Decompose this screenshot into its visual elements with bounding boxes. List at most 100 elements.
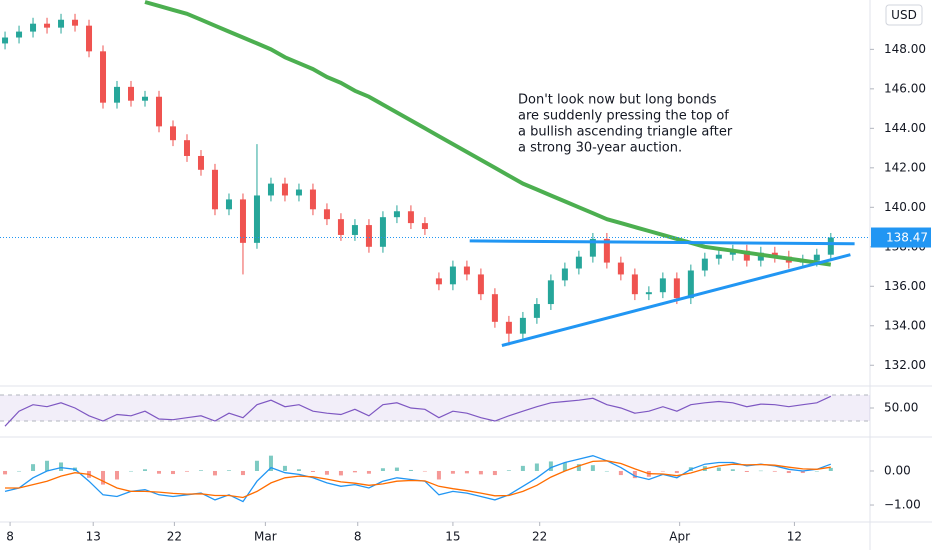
candle-body	[155, 96, 162, 127]
histogram-bar	[590, 465, 595, 471]
candle-body	[351, 225, 358, 235]
overlay-layer: Don't look now but long bonds are sudden…	[518, 4, 923, 156]
histogram-bar	[828, 467, 833, 471]
histogram-bar	[436, 470, 441, 480]
histogram-bar	[380, 468, 385, 471]
currency-box[interactable]	[885, 4, 923, 26]
x-tick-label: 8	[6, 530, 14, 544]
candle-body	[267, 183, 274, 196]
last-price-box	[871, 227, 931, 248]
x-tick-label: 13	[86, 530, 101, 544]
y-tick-label: 136.00	[884, 279, 926, 293]
candle-body	[100, 51, 107, 103]
histogram-bar	[744, 470, 749, 472]
candle-body	[491, 294, 498, 322]
candle-body	[142, 96, 148, 101]
y-tick-label: 50.00	[884, 400, 918, 414]
candle-body	[589, 238, 596, 257]
last-price-label: 138.47	[886, 231, 928, 245]
candle-body	[701, 258, 708, 271]
histogram-bar	[310, 470, 315, 472]
candle-body	[421, 223, 428, 230]
histogram-bar	[324, 470, 329, 475]
histogram-bar	[115, 470, 120, 480]
candle-body	[827, 237, 834, 255]
histogram-bar	[520, 465, 525, 471]
candle-body	[659, 278, 666, 293]
macd-line	[5, 460, 831, 499]
histogram-bar	[156, 470, 161, 474]
candle-body	[407, 211, 414, 224]
histogram-bar	[268, 455, 273, 471]
histogram-bar	[170, 470, 175, 475]
candle-body	[211, 169, 218, 210]
moving-average	[144, 0, 832, 267]
candle-body	[631, 274, 638, 295]
histogram-bar	[3, 470, 8, 475]
candle-body	[813, 254, 820, 261]
trendline	[469, 239, 855, 246]
histogram-bar	[129, 470, 134, 472]
histogram-bar	[674, 470, 679, 474]
rsi-band	[0, 395, 870, 421]
annotation-line: a strong 30-year auction.	[518, 141, 682, 156]
histogram-bar	[101, 470, 106, 485]
candle-body	[561, 268, 568, 281]
candle-body	[365, 225, 372, 247]
candle-body	[72, 19, 79, 26]
x-tick-label: 22	[532, 530, 547, 544]
histogram-bar	[338, 470, 343, 476]
annotation-line: Don't look now but long bonds	[518, 93, 717, 108]
histogram-bar	[394, 467, 399, 471]
candle-body	[393, 211, 400, 218]
annotation-line: are suddenly pressing the top of	[518, 109, 729, 124]
candle-body	[58, 19, 65, 28]
y-tick-label: 134.00	[884, 318, 926, 332]
candle-body	[183, 140, 190, 156]
candle-body	[2, 37, 9, 44]
histogram-bar	[548, 461, 553, 471]
histogram-bar	[59, 462, 64, 471]
y-tick-label: 0.00	[884, 463, 911, 477]
histogram-bar	[562, 462, 567, 471]
histogram-bar	[618, 470, 623, 476]
histogram-bar	[143, 469, 147, 471]
histogram-bar	[464, 470, 469, 474]
histogram-bar	[604, 470, 609, 472]
annotation-line: a bullish ascending triangle after	[518, 125, 733, 140]
histogram-bar	[226, 470, 231, 471]
candle-body	[197, 155, 204, 170]
histogram-bar	[730, 469, 735, 471]
x-tick-label: Apr	[669, 530, 690, 544]
x-tick-label: 12	[787, 530, 802, 544]
candle-body	[253, 195, 260, 243]
histogram-bar	[492, 470, 497, 476]
candle-body	[673, 278, 680, 299]
y-tick-label: 132.00	[884, 358, 926, 372]
candle-body	[715, 254, 722, 259]
currency-label[interactable]: USD	[891, 8, 917, 22]
y-tick-label: 142.00	[884, 160, 926, 174]
x-tick-label: 15	[445, 530, 460, 544]
candle-body	[603, 238, 610, 263]
candle-body	[743, 250, 750, 261]
candle-body	[449, 266, 456, 285]
candle-body	[617, 262, 624, 275]
trendline	[501, 253, 851, 347]
histogram-bar	[814, 470, 819, 472]
histogram-bar	[800, 470, 805, 474]
histogram-bar	[296, 469, 301, 471]
candle-body	[477, 274, 484, 295]
histogram-bar	[632, 470, 637, 479]
y-tick-label: 144.00	[884, 121, 926, 135]
rsi-line	[4, 395, 832, 427]
histogram-bar	[198, 470, 203, 471]
candle-body	[645, 292, 652, 295]
candle-body	[30, 23, 37, 32]
y-tick-label: 148.00	[884, 42, 926, 56]
candle-body	[309, 189, 316, 210]
candle-body	[323, 209, 330, 220]
candle-body	[295, 189, 302, 196]
